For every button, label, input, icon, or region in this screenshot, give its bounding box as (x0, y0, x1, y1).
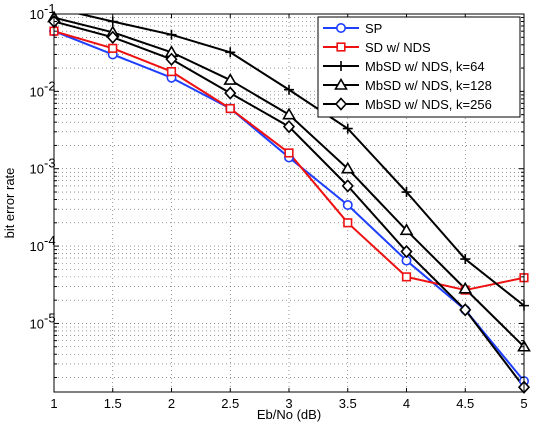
x-tick-label: 4 (403, 396, 410, 411)
y-tick-labels: 10-510-410-310-210-1 (30, 1, 56, 331)
series-3-point (460, 254, 471, 265)
series-3-point (225, 47, 236, 58)
x-tick-label: 3 (285, 396, 292, 411)
series-5-point (400, 244, 413, 259)
legend: SP SD w/ NDS MbSD w/ NDS, k=64 MbSD w/ NDS,… (317, 16, 521, 118)
series-5-point (106, 30, 119, 44)
series-2-point (284, 148, 294, 158)
series-5-point (165, 52, 178, 66)
y-tick-label-base: 10 (30, 239, 44, 254)
series-4-point (223, 72, 238, 85)
series-5-point (282, 119, 296, 134)
y-tick-label-exponent: -4 (44, 233, 56, 248)
series-5-point (459, 303, 472, 317)
x-tick-label: 1 (50, 396, 57, 411)
x-tick-label: 2.5 (221, 396, 239, 411)
series-1-point (342, 199, 353, 210)
series-4-point (399, 223, 414, 236)
y-tick-label-base: 10 (30, 316, 44, 331)
x-axis-title: Eb/No (dB) (257, 407, 321, 422)
x-tick-label: 2 (168, 396, 175, 411)
series-2-point (401, 272, 412, 282)
series-2-point (166, 67, 177, 77)
x-tick-label: 5 (520, 396, 527, 411)
series-3-point (107, 16, 118, 27)
legend-label-5: MbSD w/ NDS, k=256 (365, 97, 492, 112)
series-5-point (224, 86, 237, 100)
x-tick-label: 4.5 (456, 396, 474, 411)
y-tick-label: 10 -4 (30, 233, 56, 254)
y-axis-title: bit error rate (2, 168, 17, 239)
y-tick-label: 10 -2 (30, 78, 56, 99)
legend-label-4: MbSD w/ NDS, k=128 (365, 78, 492, 93)
y-tick-label-base: 10 (30, 7, 44, 22)
y-tick-label: 10 -3 (30, 156, 56, 177)
series-4-point (458, 281, 473, 294)
x-tick-labels: 1 1.5 2 2.5 3 3.5 4 4.5 5 (50, 396, 527, 411)
legend-marker-1 (335, 22, 346, 33)
series-3-point (401, 187, 412, 198)
series-3-point (342, 123, 353, 134)
y-tick-label: 10 -1 (30, 1, 56, 22)
y-tick-label-exponent: -5 (44, 310, 56, 325)
series-2-point (343, 218, 353, 228)
legend-marker-2 (336, 42, 346, 52)
legend-marker-3 (336, 61, 346, 71)
series-5-point (341, 179, 354, 193)
series-3-point (166, 29, 177, 40)
x-tick-label: 3.5 (339, 396, 357, 411)
legend-marker-5 (334, 97, 348, 111)
legend-label-2: SD w/ NDS (365, 40, 431, 55)
series-4-point (340, 161, 355, 174)
series-2-point (108, 43, 118, 53)
y-tick-label-exponent: -3 (44, 156, 56, 171)
legend-marker-4 (334, 77, 348, 90)
y-tick-label-base: 10 (30, 84, 44, 99)
series-3-point (284, 84, 294, 95)
legend-label-1: SP (365, 21, 382, 36)
y-tick-label-base: 10 (30, 162, 44, 177)
y-tick-label: 10 -5 (30, 310, 56, 331)
series-4-point (282, 107, 296, 120)
y-tick-label-exponent: -2 (44, 78, 56, 93)
y-tick-label-exponent: -1 (44, 1, 56, 16)
x-tick-label: 1.5 (104, 396, 122, 411)
legend-label-3: MbSD w/ NDS, k=64 (365, 59, 485, 74)
series-2-point (225, 103, 235, 114)
